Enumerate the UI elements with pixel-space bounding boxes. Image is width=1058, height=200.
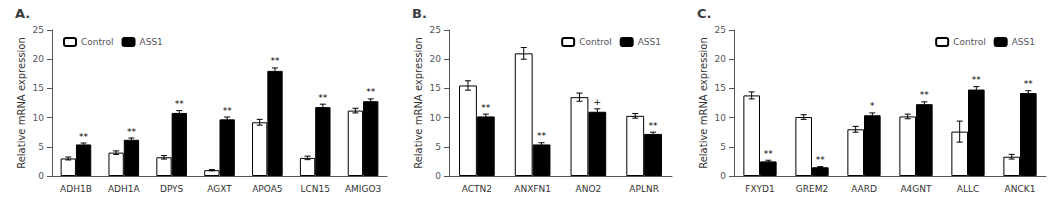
svg-text:GREM2: GREM2 [796, 184, 828, 194]
svg-text:**: ** [649, 121, 659, 131]
svg-text:15: 15 [715, 83, 726, 93]
svg-text:5: 5 [720, 142, 726, 152]
svg-text:A4GNT: A4GNT [900, 184, 932, 194]
svg-text:AGXT: AGXT [207, 184, 232, 194]
svg-text:C.: C. [697, 6, 711, 21]
svg-text:DPYS: DPYS [160, 184, 184, 194]
svg-text:20: 20 [430, 54, 442, 64]
svg-text:Relative mRNA expression: Relative mRNA expression [413, 37, 424, 169]
svg-text:Control: Control [579, 37, 612, 47]
svg-text:**: ** [318, 93, 328, 103]
svg-text:0: 0 [720, 171, 726, 181]
svg-text:APLNR: APLNR [629, 184, 659, 194]
svg-text:AMIGO3: AMIGO3 [345, 184, 381, 194]
svg-text:ANXFN1: ANXFN1 [514, 184, 551, 194]
svg-text:**: ** [537, 131, 547, 141]
svg-text:25: 25 [430, 25, 441, 35]
svg-text:**: ** [127, 127, 137, 137]
svg-text:ASS1: ASS1 [140, 37, 163, 47]
svg-text:15: 15 [33, 83, 44, 93]
svg-text:**: ** [481, 103, 491, 113]
svg-text:B.: B. [412, 6, 427, 21]
svg-text:Relative mRNA expression: Relative mRNA expression [16, 37, 27, 169]
svg-text:10: 10 [715, 113, 727, 123]
svg-text:Control: Control [953, 37, 986, 47]
svg-text:**: ** [271, 56, 281, 66]
svg-text:10: 10 [33, 113, 45, 123]
svg-text:ALLC: ALLC [957, 184, 979, 194]
svg-text:25: 25 [715, 25, 726, 35]
svg-text:**: ** [764, 149, 774, 159]
svg-text:Relative mRNA expression: Relative mRNA expression [698, 37, 709, 169]
svg-text:0: 0 [435, 171, 441, 181]
svg-text:APOA5: APOA5 [252, 184, 282, 194]
svg-text:10: 10 [430, 113, 442, 123]
svg-text:**: ** [223, 106, 233, 116]
svg-text:+: + [594, 97, 602, 107]
svg-text:5: 5 [38, 142, 44, 152]
svg-text:*: * [870, 101, 875, 111]
svg-text:ASS1: ASS1 [1012, 37, 1035, 47]
svg-text:20: 20 [33, 54, 45, 64]
svg-text:ADH1A: ADH1A [108, 184, 141, 194]
svg-text:ADH1B: ADH1B [60, 184, 92, 194]
svg-text:5: 5 [435, 142, 441, 152]
svg-text:**: ** [920, 90, 930, 100]
svg-text:ASS1: ASS1 [638, 37, 661, 47]
svg-text:Control: Control [81, 37, 114, 47]
svg-text:**: ** [175, 99, 185, 109]
svg-text:ANO2: ANO2 [576, 184, 602, 194]
svg-text:ACTN2: ACTN2 [462, 184, 492, 194]
svg-text:A.: A. [15, 6, 30, 21]
svg-text:LCN15: LCN15 [300, 184, 329, 194]
svg-text:**: ** [79, 132, 89, 142]
svg-text:**: ** [972, 75, 982, 85]
svg-text:0: 0 [38, 171, 44, 181]
svg-text:**: ** [816, 155, 826, 165]
svg-text:FXYD1: FXYD1 [745, 184, 775, 194]
svg-text:15: 15 [430, 83, 441, 93]
svg-text:**: ** [1024, 79, 1034, 89]
svg-text:ANCK1: ANCK1 [1005, 184, 1036, 194]
svg-text:**: ** [366, 87, 376, 97]
svg-text:20: 20 [715, 54, 727, 64]
svg-text:25: 25 [33, 25, 44, 35]
svg-text:AARD: AARD [851, 184, 877, 194]
